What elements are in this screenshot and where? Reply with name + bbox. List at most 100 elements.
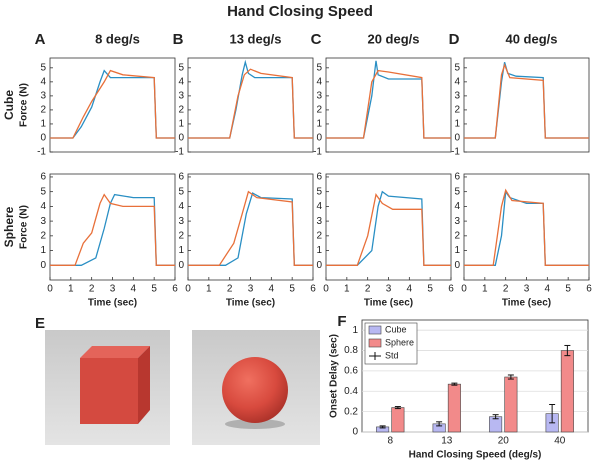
y-tick-label: 0.4 [344, 386, 358, 397]
x-tick-label: 6 [448, 284, 454, 295]
y-tick-label: 1 [454, 119, 460, 130]
y-tick-label: 4 [40, 76, 46, 87]
y-tick-label: 3 [454, 216, 460, 227]
y-tick-label: 4 [454, 76, 460, 87]
legend-label: Sphere [385, 337, 414, 347]
y-tick-label: 5 [316, 62, 322, 73]
x-tick-label: 3 [248, 284, 254, 295]
y-tick-label: 0 [178, 260, 184, 271]
bar [447, 383, 461, 433]
error-bar [549, 404, 556, 424]
error-bar [507, 374, 514, 380]
plot-title: 20 deg/s [367, 31, 419, 46]
legend-swatch [368, 325, 382, 335]
force-line [464, 189, 589, 266]
y-tick-label: -1 [313, 147, 322, 158]
plot-frame [325, 57, 452, 153]
x-tick-label: 5 [151, 284, 157, 295]
y-axis-label: Onset Delay (sec) [329, 334, 340, 418]
y-tick-label: 2 [178, 230, 184, 241]
x-tick-label: 6 [172, 284, 178, 295]
x-tick-label: 5 [427, 284, 433, 295]
y-tick-label: 0 [40, 133, 46, 144]
y-tick-label: 4 [316, 201, 322, 212]
bar [504, 376, 518, 433]
y-tick-label: 1 [40, 119, 46, 130]
x-tick-label: 2 [89, 284, 95, 295]
y-tick-label: -1 [175, 147, 184, 158]
force-line [50, 193, 175, 266]
error-bar [436, 421, 443, 427]
x-tick-label: 0 [323, 284, 329, 295]
y-tick-label: 2 [40, 230, 46, 241]
y-tick-label: 5 [316, 186, 322, 197]
force-line [188, 190, 313, 266]
y-tick-label: 3 [178, 216, 184, 227]
plot-frame [463, 57, 590, 153]
y-tick-label: 4 [178, 76, 184, 87]
y-tick-label: 3 [178, 91, 184, 102]
plot-frame [49, 57, 176, 153]
x-tick-label: 1 [206, 284, 212, 295]
y-tick-label: 4 [178, 201, 184, 212]
y-tick-label: 0 [454, 260, 460, 271]
x-tick-label: 0 [461, 284, 467, 295]
x-tick-label: 3 [386, 284, 392, 295]
x-tick-label: 3 [110, 284, 116, 295]
y-tick-label: 2 [454, 230, 460, 241]
y-tick-label: 4 [40, 201, 46, 212]
x-tick-label: 1 [482, 284, 488, 295]
y-tick-label: 1 [316, 245, 322, 256]
force-line [464, 63, 589, 139]
y-tick-label: 3 [316, 216, 322, 227]
error-bar [492, 414, 499, 420]
y-tick-label: 4 [454, 201, 460, 212]
y-tick-label: 6 [454, 172, 460, 183]
y-tick-label: 5 [178, 62, 184, 73]
y-axis-label: Force (N) [19, 83, 30, 127]
panel-label: F [337, 313, 346, 330]
y-tick-label: 3 [40, 216, 46, 227]
x-axis-label: Hand Closing Speed (deg/s) [409, 450, 542, 461]
force-line [464, 62, 589, 139]
y-tick-label: 1 [40, 245, 46, 256]
x-tick-label: 1 [68, 284, 74, 295]
x-tick-label: 5 [565, 284, 571, 295]
y-tick-label: 5 [40, 186, 46, 197]
y-tick-label: 0 [316, 133, 322, 144]
figure-title: Hand Closing Speed [227, 3, 373, 20]
x-axis-label: Time (sec) [88, 298, 137, 309]
y-tick-label: -1 [37, 147, 46, 158]
panel-label: E [35, 315, 45, 332]
y-tick-label: 6 [316, 172, 322, 183]
y-tick-label: 3 [40, 91, 46, 102]
panel-label: D [449, 31, 460, 48]
x-tick-label: 2 [365, 284, 371, 295]
x-tick-label: 2 [227, 284, 233, 295]
y-tick-label: 0.6 [344, 366, 358, 377]
x-tick-label: 20 [498, 436, 510, 447]
x-tick-label: 13 [441, 436, 453, 447]
x-axis-label: Time (sec) [502, 298, 551, 309]
bar [560, 350, 574, 433]
force-line [50, 69, 175, 139]
y-tick-label: 3 [454, 91, 460, 102]
y-tick-label: 2 [454, 105, 460, 116]
y-tick-label: 2 [178, 105, 184, 116]
bar [391, 407, 405, 433]
y-tick-label: 6 [40, 172, 46, 183]
row-label: Sphere [2, 206, 16, 247]
error-bar [564, 344, 571, 357]
plot-title: 40 deg/s [505, 31, 557, 46]
y-tick-label: 0.8 [344, 345, 358, 356]
y-tick-label: 1 [316, 119, 322, 130]
y-tick-label: 0 [454, 133, 460, 144]
y-tick-label: 1 [178, 245, 184, 256]
legend-label: Cube [385, 324, 407, 334]
panel-label: A [35, 31, 46, 48]
force-line [326, 69, 451, 139]
y-tick-label: 3 [316, 91, 322, 102]
panel-label: C [311, 31, 322, 48]
error-bar [451, 382, 458, 386]
x-tick-label: 4 [131, 284, 137, 295]
